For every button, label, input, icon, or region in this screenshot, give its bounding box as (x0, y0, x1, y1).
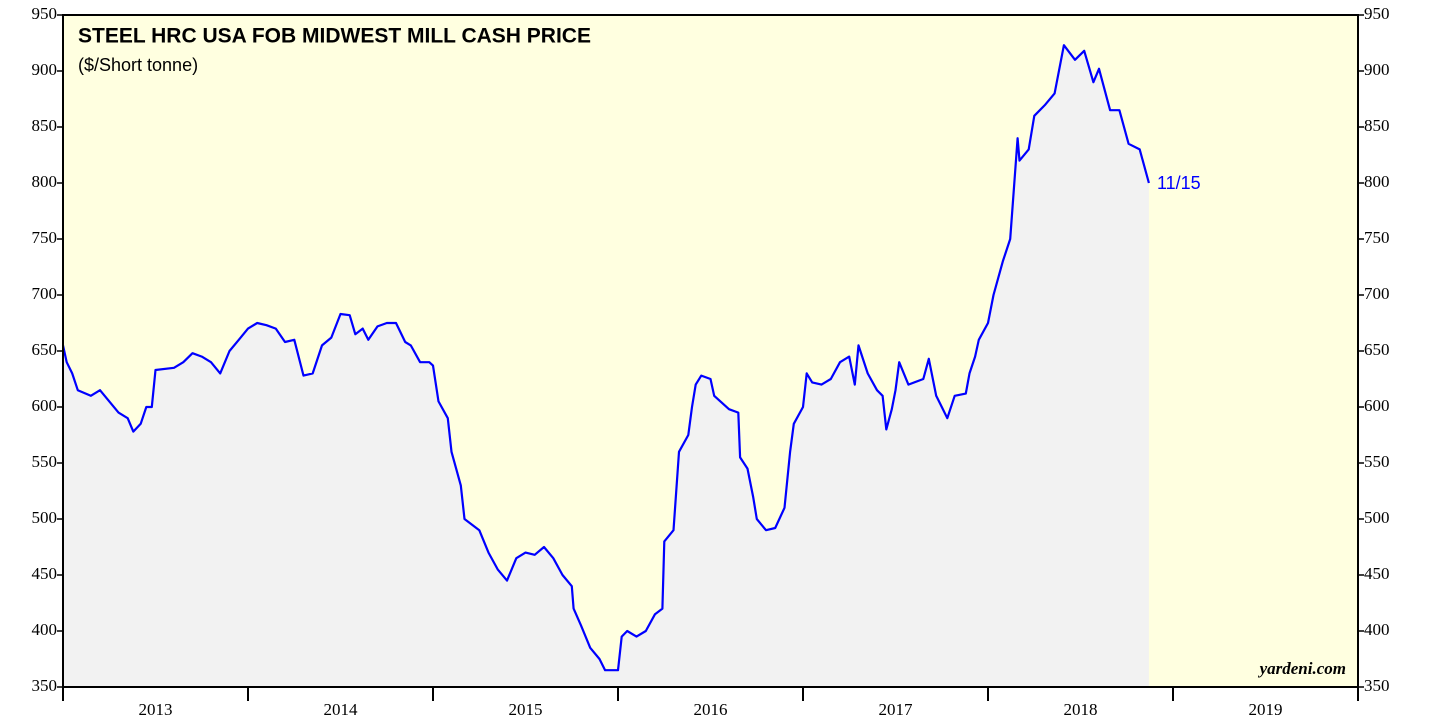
y2-tick-label: 350 (1364, 676, 1390, 695)
y-tick-label: 600 (32, 396, 58, 415)
area (63, 45, 1149, 687)
y2-tick-label: 800 (1364, 172, 1390, 191)
y2-tick-label: 750 (1364, 228, 1390, 247)
y-tick-label: 550 (32, 452, 58, 471)
x-tick-label: 2019 (1249, 700, 1283, 719)
y-tick-label: 800 (32, 172, 58, 191)
x-tick-label: 2014 (324, 700, 359, 719)
y-tick-label: 350 (32, 676, 58, 695)
source: yardeni.com (1258, 659, 1346, 678)
y-tick-label: 850 (32, 116, 58, 135)
y2-tick-label: 500 (1364, 508, 1390, 527)
y2-tick-label: 550 (1364, 452, 1390, 471)
x-tick-label: 2018 (1064, 700, 1098, 719)
y2-tick-label: 950 (1364, 4, 1390, 23)
y-tick-label: 700 (32, 284, 58, 303)
line (61, 44, 1150, 672)
y-tick-label: 400 (32, 620, 58, 639)
y2-tick-label: 850 (1364, 116, 1390, 135)
y2-tick-label: 900 (1364, 60, 1390, 79)
chart-subtitle: ($/Short tonne) (78, 55, 198, 75)
y-tick-label: 950 (32, 4, 58, 23)
y-tick-label: 450 (32, 564, 58, 583)
y-tick-label: 650 (32, 340, 58, 359)
x-tick-label: 2013 (139, 700, 173, 719)
y-tick-label: 900 (32, 60, 58, 79)
annotation: 11/15 (1157, 173, 1201, 193)
chart-title: STEEL HRC USA FOB MIDWEST MILL CASH PRIC… (78, 25, 591, 48)
x-tick-label: 2015 (509, 700, 543, 719)
y2-tick-label: 600 (1364, 396, 1390, 415)
y2-tick-label: 650 (1364, 340, 1390, 359)
y-tick-label: 500 (32, 508, 58, 527)
y2-tick-label: 450 (1364, 564, 1390, 583)
y-tick-label: 750 (32, 228, 58, 247)
y2-tick-label: 400 (1364, 620, 1390, 639)
x-tick-label: 2016 (694, 700, 728, 719)
x-tick-label: 2017 (879, 700, 914, 719)
y2-tick-label: 700 (1364, 284, 1390, 303)
